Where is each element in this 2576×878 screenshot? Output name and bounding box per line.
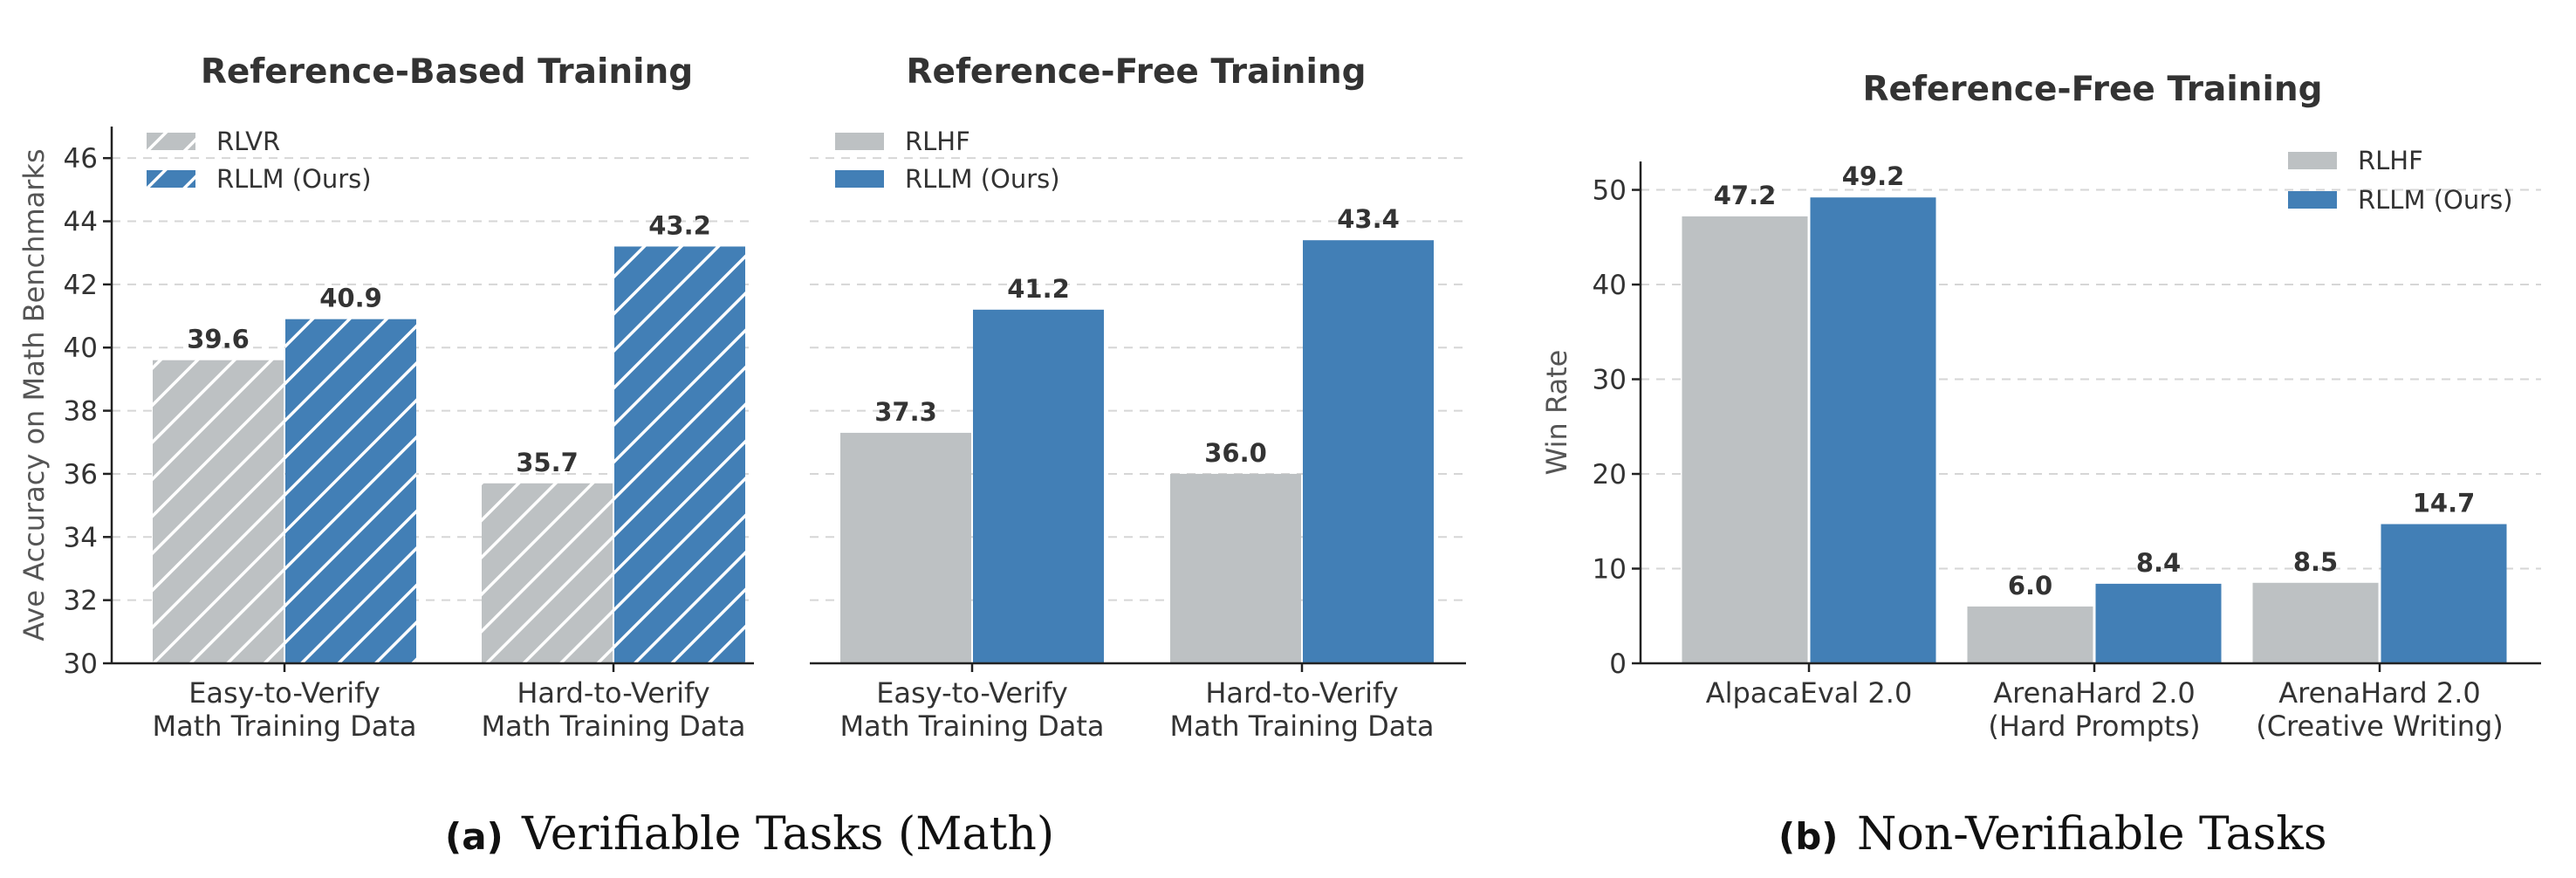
y-tick-label: 50 (1593, 175, 1627, 207)
bar (2381, 524, 2507, 663)
bar-value-label: 37.3 (874, 397, 937, 427)
bar-value-label: 47.2 (1714, 181, 1777, 210)
bar (2095, 583, 2222, 663)
bar (1810, 197, 1936, 663)
panel-title: Reference-Based Training (201, 52, 693, 92)
caption-a: (a) Verifiable Tasks (Math) (445, 808, 1054, 861)
legend-label: RLLM (Ours) (905, 164, 1060, 194)
y-tick-label: 32 (64, 586, 98, 617)
y-tick-label: 42 (64, 270, 98, 301)
bar-value-label: 6.0 (2008, 571, 2052, 600)
caption-a-text: Verifiable Tasks (Math) (521, 808, 1054, 861)
panel-reference-free-nonverifiable: Reference-Free Training 0 10 20 30 40 50 Win Ra… (1540, 70, 2541, 743)
y-tick-label: 20 (1593, 459, 1627, 490)
bar-value-label: 36.0 (1204, 438, 1267, 468)
x-tick-label: Math Training Data (1169, 710, 1434, 743)
bar-value-label: 43.2 (648, 210, 711, 240)
y-tick-label: 38 (64, 396, 98, 428)
caption-a-tag: (a) (445, 815, 504, 858)
legend-label: RLHF (2358, 146, 2423, 175)
panel-title: Reference-Free Training (906, 52, 1366, 92)
legend-swatch (147, 133, 195, 150)
x-tick-label: ArenaHard 2.0 (2278, 676, 2481, 710)
x-tick-label: ArenaHard 2.0 (1993, 676, 2196, 710)
bar-value-label: 43.4 (1337, 204, 1400, 234)
x-tick-label: Math Training Data (152, 710, 416, 743)
y-tick-label: 34 (64, 522, 98, 553)
panel-reference-based-math: Reference-Based Training 30 32 34 36 38 40 42 44… (17, 52, 754, 743)
x-tick-label: Hard-to-Verify (517, 676, 709, 710)
legend-label: RLLM (Ours) (216, 164, 372, 194)
bar (285, 319, 416, 663)
y-axis-label: Ave Accuracy on Math Benchmarks (17, 148, 51, 641)
bar (1682, 216, 1808, 663)
bar (840, 432, 971, 663)
bar (153, 360, 284, 663)
bar (1967, 606, 2093, 663)
x-tick-label: Math Training Data (839, 710, 1104, 743)
x-tick-label: Math Training Data (481, 710, 745, 743)
caption-b-text: Non-Verifiable Tasks (1857, 808, 2327, 861)
bar (973, 309, 1104, 663)
y-tick-label: 30 (64, 648, 98, 680)
bar (2252, 582, 2379, 663)
bar (1170, 473, 1301, 663)
legend-swatch (2288, 152, 2337, 169)
bar (614, 246, 745, 663)
y-tick-label: 30 (1593, 365, 1627, 396)
x-tick-label: Easy-to-Verify (188, 676, 380, 710)
x-tick-label: (Creative Writing) (2256, 710, 2504, 743)
bar-value-label: 8.5 (2293, 547, 2338, 577)
bar (482, 483, 613, 663)
bar-value-label: 8.4 (2136, 548, 2181, 578)
legend-label: RLLM (Ours) (2358, 185, 2513, 215)
legend-swatch (147, 170, 195, 188)
bar-value-label: 41.2 (1007, 274, 1070, 304)
y-tick-label: 46 (64, 143, 98, 175)
bar-value-label: 39.6 (187, 325, 250, 354)
caption-b: (b) Non-Verifiable Tasks (1778, 808, 2327, 861)
legend-swatch (835, 170, 884, 188)
y-tick-label: 44 (64, 207, 98, 238)
x-tick-label: Easy-to-Verify (876, 676, 1068, 710)
panel-title: Reference-Free Training (1862, 70, 2322, 109)
x-tick-label: Hard-to-Verify (1205, 676, 1398, 710)
legend-label: RLVR (216, 127, 280, 156)
y-tick-label: 0 (1609, 648, 1627, 680)
x-tick-label: (Hard Prompts) (1988, 710, 2200, 743)
bar-value-label: 35.7 (516, 448, 579, 477)
bar (1303, 240, 1434, 663)
panel-reference-free-math: Reference-Free Training 37.3 41.2 Easy-to-V… (810, 52, 1466, 743)
x-tick-label: AlpacaEval 2.0 (1706, 676, 1913, 710)
y-tick-label: 36 (64, 459, 98, 490)
bar-value-label: 40.9 (319, 284, 382, 313)
y-tick-label: 10 (1593, 554, 1627, 586)
bar-value-label: 14.7 (2413, 489, 2476, 518)
y-axis-label: Win Rate (1540, 350, 1573, 476)
bar-value-label: 49.2 (1842, 161, 1905, 191)
y-tick-label: 40 (1593, 270, 1627, 301)
caption-b-tag: (b) (1778, 815, 1838, 858)
y-tick-label: 40 (64, 333, 98, 364)
legend-label: RLHF (905, 127, 970, 156)
legend-swatch (835, 133, 884, 150)
legend-swatch (2288, 191, 2337, 209)
